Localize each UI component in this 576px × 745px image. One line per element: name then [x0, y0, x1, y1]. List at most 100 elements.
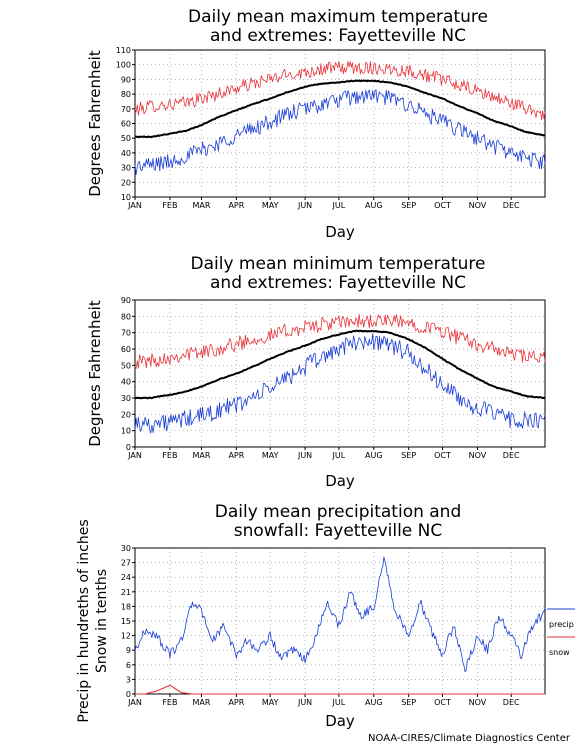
y-tick-label: 90: [121, 296, 131, 305]
y-tick-label: 60: [121, 345, 131, 354]
x-tick-label: AUG: [365, 451, 383, 460]
precip-series-snow: [135, 684, 545, 695]
y-tick-label: 30: [121, 394, 131, 403]
x-tick-label: JUL: [332, 201, 346, 210]
precip-legend: precip snow: [547, 608, 575, 657]
x-tick-label: JAN: [127, 698, 142, 707]
tmax-series-mean: [135, 79, 546, 138]
y-tick-label: 40: [121, 149, 131, 158]
x-tick-label: AUG: [365, 201, 383, 210]
legend-label-snow: snow: [549, 648, 570, 657]
footer-credit: NOAA-CIRES/Climate Diagnostics Center: [368, 733, 571, 744]
x-tick-label: JUN: [297, 451, 312, 460]
x-tick-label: OCT: [434, 451, 451, 460]
y-tick-label: 80: [121, 312, 131, 321]
y-tick-label: 10: [121, 193, 131, 202]
y-tick-label: 90: [121, 75, 131, 84]
y-tick-label: 10: [121, 427, 131, 436]
x-tick-label: AUG: [365, 698, 383, 707]
x-tick-label: JUL: [332, 698, 346, 707]
x-tick-label: OCT: [434, 201, 451, 210]
x-tick-label: DEC: [503, 201, 520, 210]
tmax-chart: 10 20 30 40 50 60 70 80 90 100 110 JAN FEB MAR APR MAY J…: [86, 7, 546, 241]
x-tick-label: MAY: [262, 698, 279, 707]
tmin-title-line: and extremes: Fayetteville NC: [210, 273, 466, 293]
y-tick-label: 70: [121, 105, 131, 114]
x-tick-label: APR: [228, 201, 244, 210]
tmin-chart: 0 10 20 30 40 50 60 70 80 90 JAN FEB MAR APR MAY JUN JUL…: [86, 254, 546, 490]
tmax-x-axis-label: Day: [325, 223, 355, 241]
y-tick-label: 60: [121, 120, 131, 129]
tmin-plot-frame: [134, 299, 546, 448]
x-tick-label: MAR: [192, 698, 210, 707]
y-tick-label: 50: [121, 134, 131, 143]
x-tick-label: NOV: [469, 698, 487, 707]
precip-x-axis-label: Day: [325, 712, 355, 730]
x-tick-label: DEC: [503, 698, 520, 707]
tmax-y-axis-label: Degrees Fahrenheit: [86, 50, 104, 197]
y-tick-label: 20: [121, 178, 131, 187]
y-tick-label: 20: [121, 410, 131, 419]
y-tick-label: 80: [121, 90, 131, 99]
y-tick-label: 21: [121, 588, 131, 597]
precip-gridlines: [135, 548, 545, 694]
tmax-gridlines: [135, 50, 545, 197]
y-tick-label: 40: [121, 378, 131, 387]
x-tick-label: JUN: [297, 201, 312, 210]
x-tick-label: MAR: [192, 201, 210, 210]
precip-y-axis-label: Snow in tenths: [94, 569, 110, 673]
tmin-series-max: [134, 313, 546, 370]
x-tick-label: SEP: [401, 698, 416, 707]
x-tick-label: MAR: [192, 451, 210, 460]
tmax-title-line: Daily mean maximum temperature: [188, 7, 488, 27]
tmax-title-line: and extremes: Fayetteville NC: [210, 26, 466, 46]
x-tick-label: SEP: [401, 201, 416, 210]
y-tick-label: 0: [126, 443, 131, 452]
x-tick-label: JUN: [297, 698, 312, 707]
precip-title-line: Daily mean precipitation and: [215, 502, 462, 522]
x-tick-label: JAN: [127, 201, 142, 210]
x-tick-label: SEP: [401, 451, 416, 460]
x-tick-label: FEB: [162, 451, 177, 460]
precip-title-line: snowfall: Fayetteville NC: [234, 521, 443, 541]
tmin-title-line: Daily mean minimum temperature: [191, 254, 486, 274]
y-tick-label: 0: [126, 690, 131, 699]
tmin-x-axis-label: Day: [325, 472, 355, 490]
x-tick-label: OCT: [434, 698, 451, 707]
y-tick-label: 12: [121, 632, 131, 641]
x-tick-label: JUL: [332, 451, 346, 460]
x-tick-label: FEB: [162, 201, 177, 210]
y-tick-label: 50: [121, 361, 131, 370]
legend-label-precip: precip: [549, 620, 574, 629]
y-tick-label: 70: [121, 329, 131, 338]
x-tick-label: JAN: [127, 451, 142, 460]
x-tick-label: NOV: [469, 201, 487, 210]
x-tick-label: MAY: [262, 451, 279, 460]
tmax-series-min: [134, 89, 546, 176]
y-tick-label: 100: [116, 61, 131, 70]
x-tick-label: FEB: [162, 698, 177, 707]
y-tick-label: 15: [121, 617, 131, 626]
y-tick-label: 18: [121, 602, 131, 611]
y-tick-label: 24: [121, 573, 131, 582]
y-tick-label: 9: [126, 646, 131, 655]
precip-y-axis-label: Precip in hundreths of inches: [76, 519, 92, 722]
y-tick-label: 110: [116, 46, 131, 55]
x-tick-label: MAY: [262, 201, 279, 210]
y-tick-label: 6: [126, 661, 131, 670]
y-tick-label: 30: [121, 164, 131, 173]
y-tick-label: 27: [121, 559, 131, 568]
x-tick-label: APR: [228, 451, 244, 460]
y-tick-label: 3: [126, 675, 131, 684]
y-tick-label: 30: [121, 544, 131, 553]
tmax-series-max: [134, 61, 546, 121]
tmin-y-axis-label: Degrees Fahrenheit: [86, 300, 104, 447]
x-tick-label: DEC: [503, 451, 520, 460]
x-tick-label: APR: [228, 698, 244, 707]
precip-series-precip: [134, 556, 546, 673]
tmin-series-mean: [134, 329, 546, 400]
precip-chart: 0 3 6 9 12 15 18 21 24 27 30 JAN FEB MAR APR MAY JUN JUL A…: [76, 502, 575, 730]
x-tick-label: NOV: [469, 451, 487, 460]
tmin-series-min: [134, 333, 546, 434]
